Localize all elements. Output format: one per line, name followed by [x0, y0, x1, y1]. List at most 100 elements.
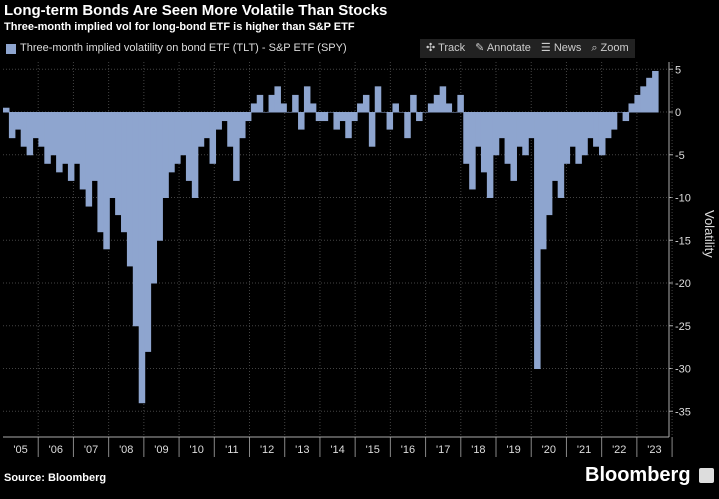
bar	[610, 112, 618, 130]
bar	[598, 112, 606, 156]
bar	[221, 112, 228, 122]
x-tick-label: '12	[260, 444, 274, 456]
bar	[386, 112, 394, 130]
y-tick-label: -5	[675, 150, 685, 162]
bar	[539, 112, 547, 250]
bar	[227, 112, 234, 147]
track-button[interactable]: ✣ Track	[426, 42, 466, 54]
bar	[374, 86, 382, 113]
bar	[475, 112, 482, 147]
bar	[56, 112, 63, 173]
x-tick-label: '21	[577, 444, 591, 456]
bar	[439, 86, 447, 113]
bar	[551, 112, 559, 181]
bar	[203, 112, 211, 139]
track-label: Track	[438, 42, 466, 54]
bar	[138, 112, 146, 404]
bar	[280, 103, 287, 113]
bar	[368, 112, 376, 147]
x-tick-label: '08	[119, 444, 133, 456]
bar	[32, 112, 40, 139]
bar	[357, 103, 364, 113]
chart-subtitle: Three-month implied vol for long-bond ET…	[4, 21, 355, 33]
bar	[504, 112, 512, 164]
bar	[126, 112, 134, 267]
news-label: News	[553, 42, 582, 54]
legend: Three-month implied volatility on bond E…	[6, 42, 347, 55]
bar	[132, 112, 140, 327]
zoom-label: Zoom	[600, 42, 629, 54]
news-button[interactable]: ☰ News	[540, 42, 582, 54]
bar	[191, 112, 199, 198]
source-note: Source: Bloomberg	[4, 472, 107, 484]
y-tick-label: -10	[675, 193, 691, 205]
bar	[398, 112, 405, 113]
bar	[410, 94, 417, 113]
bar	[303, 86, 311, 113]
x-tick-label: '22	[612, 444, 626, 456]
bar	[233, 112, 240, 181]
bar	[628, 103, 635, 113]
bar	[516, 112, 523, 147]
bar	[50, 112, 57, 156]
bar	[646, 77, 653, 113]
bar	[534, 112, 541, 369]
bar	[510, 112, 517, 181]
bar	[85, 112, 93, 207]
y-tick-label: -35	[675, 406, 691, 418]
bar	[327, 112, 335, 113]
x-tick-label: '09	[154, 444, 168, 456]
bar	[557, 112, 565, 198]
x-tick-label: '10	[190, 444, 204, 456]
zoom-button[interactable]: ⌕ Zoom	[591, 42, 629, 54]
bar	[575, 112, 582, 164]
bar	[563, 112, 571, 164]
bar	[168, 112, 175, 173]
bar	[3, 107, 10, 113]
bar	[445, 103, 453, 113]
x-tick-label: '11	[225, 444, 239, 456]
y-tick-label: -30	[675, 364, 691, 376]
bar	[156, 112, 163, 241]
bar	[256, 94, 264, 113]
bar	[616, 112, 624, 113]
bar	[174, 112, 181, 164]
bar	[634, 94, 641, 113]
bar	[8, 112, 16, 139]
x-tick-label: '05	[13, 444, 27, 456]
bar	[569, 112, 576, 147]
chart-toolbar: ✣ Track ✎ Annotate ☰ News ⌕ Zoom	[420, 39, 635, 58]
bar	[480, 112, 488, 173]
bar	[150, 112, 158, 284]
bar	[392, 103, 399, 113]
bar	[298, 112, 305, 130]
y-tick-label: -15	[675, 235, 691, 247]
bar	[91, 112, 99, 181]
bar	[215, 112, 222, 130]
bar	[652, 70, 659, 113]
bar	[421, 112, 429, 113]
annotate-button[interactable]: ✎ Annotate	[475, 42, 531, 54]
bar	[380, 112, 388, 113]
bar	[268, 94, 276, 113]
x-tick-label: '14	[330, 444, 344, 456]
bar	[262, 112, 270, 113]
x-tick-label: '19	[506, 444, 520, 456]
bar	[492, 112, 500, 156]
bar	[185, 112, 193, 181]
bar	[581, 112, 588, 156]
bar	[351, 112, 358, 122]
bar	[286, 112, 293, 113]
bar	[73, 112, 81, 164]
y-tick-label: -25	[675, 321, 691, 333]
bar	[463, 112, 470, 164]
bar	[604, 112, 612, 139]
y-tick-label: -20	[675, 278, 691, 290]
bar	[97, 112, 104, 233]
bar	[309, 103, 317, 113]
bar	[38, 112, 45, 147]
bar	[20, 112, 28, 147]
bar	[486, 112, 494, 198]
bar	[162, 112, 169, 198]
